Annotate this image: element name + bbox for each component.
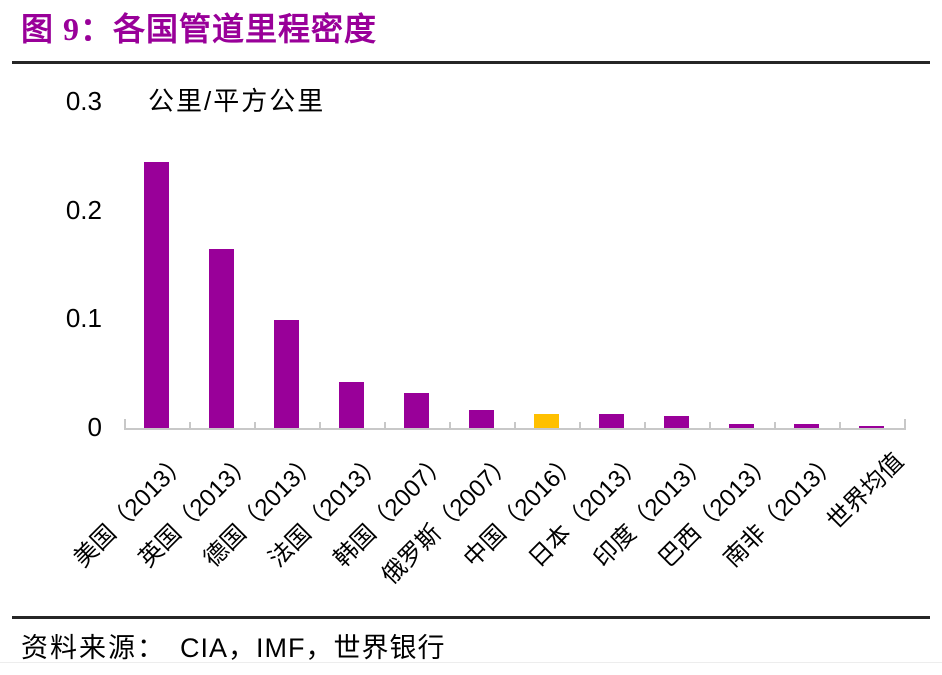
bar <box>859 426 884 428</box>
axis-tick <box>644 422 646 430</box>
axis-tick <box>839 422 841 430</box>
bar <box>729 424 754 428</box>
axis-tick <box>124 419 126 430</box>
bar <box>274 320 299 428</box>
axis-tick <box>774 422 776 430</box>
y-tick-label: 0.2 <box>65 194 102 225</box>
axis-tick <box>579 422 581 430</box>
axis-tick <box>189 422 191 430</box>
bar <box>209 249 234 428</box>
axis-tick <box>514 422 516 430</box>
page-bottom-edge <box>0 662 942 663</box>
axis-tick <box>319 422 321 430</box>
bar <box>664 416 689 428</box>
axis-tick <box>449 422 451 430</box>
bar-chart: 公里/平方公里 0 0.1 0.2 0.3 美国（2013） 英国（2013） 德国（201… <box>66 86 909 590</box>
source-divider <box>12 616 930 619</box>
title-divider <box>12 61 930 64</box>
y-tick-label: 0.1 <box>65 303 102 334</box>
bar <box>404 393 429 428</box>
source-text: CIA，IMF，世界银行 <box>180 633 446 663</box>
bar <box>599 414 624 428</box>
axis-tick <box>904 419 906 430</box>
figure-title: 图 9：各国管道里程密度 <box>21 11 378 47</box>
bar <box>469 410 494 428</box>
bar <box>794 424 819 428</box>
source-prefix: 资料来源： <box>21 633 166 663</box>
y-tick-label: 0 <box>87 412 102 442</box>
bar <box>339 382 364 428</box>
axis-tick <box>384 422 386 430</box>
axis-tick <box>709 422 711 430</box>
bar <box>144 162 169 428</box>
source-line: 资料来源： CIA，IMF，世界银行 <box>21 626 446 665</box>
bar-highlighted <box>534 414 559 428</box>
y-tick-label: 0.3 <box>65 86 102 116</box>
y-axis-unit-label: 公里/平方公里 <box>148 86 326 116</box>
axis-tick <box>254 422 256 430</box>
